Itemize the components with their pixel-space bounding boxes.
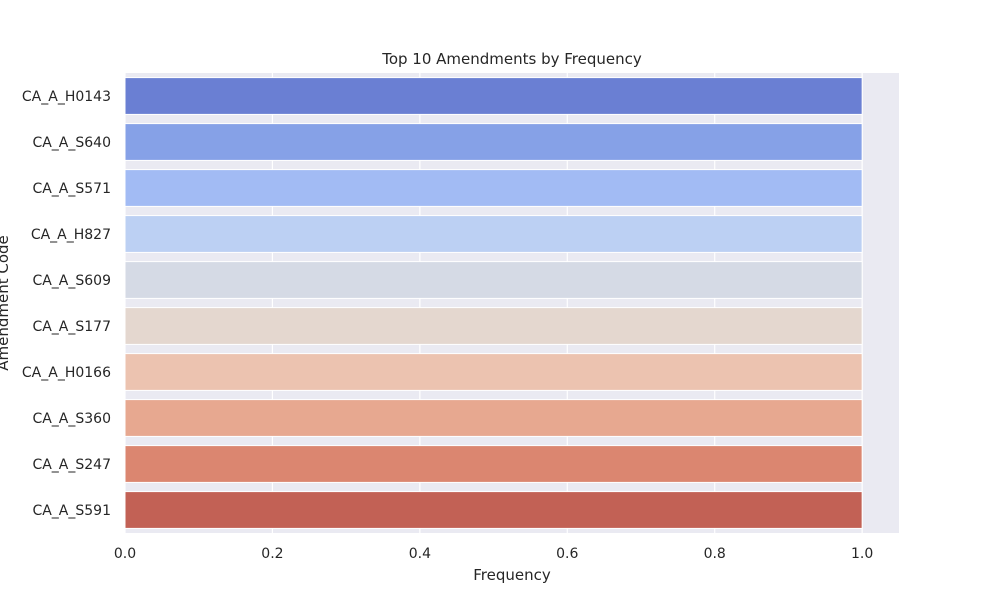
x-tick-label: 0.6: [556, 546, 578, 562]
bar: [124, 445, 863, 483]
x-tick-label: 1.0: [851, 546, 873, 562]
x-tick-label: 0.2: [261, 546, 283, 562]
y-tick-label: CA_A_S360: [32, 411, 111, 427]
y-tick-label: CA_A_S640: [32, 135, 111, 151]
y-tick-label: CA_A_H0166: [22, 365, 111, 381]
chart-title: Top 10 Amendments by Frequency: [381, 50, 642, 68]
bar: [124, 123, 863, 161]
x-tick-labels: 0.0 0.2 0.4 0.6 0.8 1.0: [114, 546, 873, 562]
bar: [124, 169, 863, 207]
y-tick-label: CA_A_S177: [32, 319, 111, 335]
y-tick-labels: CA_A_H0143 CA_A_S640 CA_A_S571 CA_A_H827 CA_…: [22, 89, 111, 519]
bars: [124, 77, 863, 529]
bar: [124, 353, 863, 391]
x-tick-label: 0.8: [704, 546, 726, 562]
y-tick-label: CA_A_H827: [31, 227, 111, 243]
y-axis-title: Amendment Code: [0, 235, 12, 371]
bar: [124, 77, 863, 115]
bar: [124, 307, 863, 345]
bar: [124, 215, 863, 253]
bar: [124, 491, 863, 529]
bar: [124, 399, 863, 437]
x-tick-label: 0.0: [114, 546, 136, 562]
y-tick-label: CA_A_S247: [32, 457, 111, 473]
x-tick-label: 0.4: [409, 546, 431, 562]
y-tick-label: CA_A_S609: [32, 273, 111, 289]
x-axis-title: Frequency: [473, 566, 551, 584]
y-tick-label: CA_A_H0143: [22, 89, 111, 105]
bar: [124, 261, 863, 299]
y-tick-label: CA_A_S591: [32, 503, 111, 519]
y-tick-label: CA_A_S571: [32, 181, 111, 197]
